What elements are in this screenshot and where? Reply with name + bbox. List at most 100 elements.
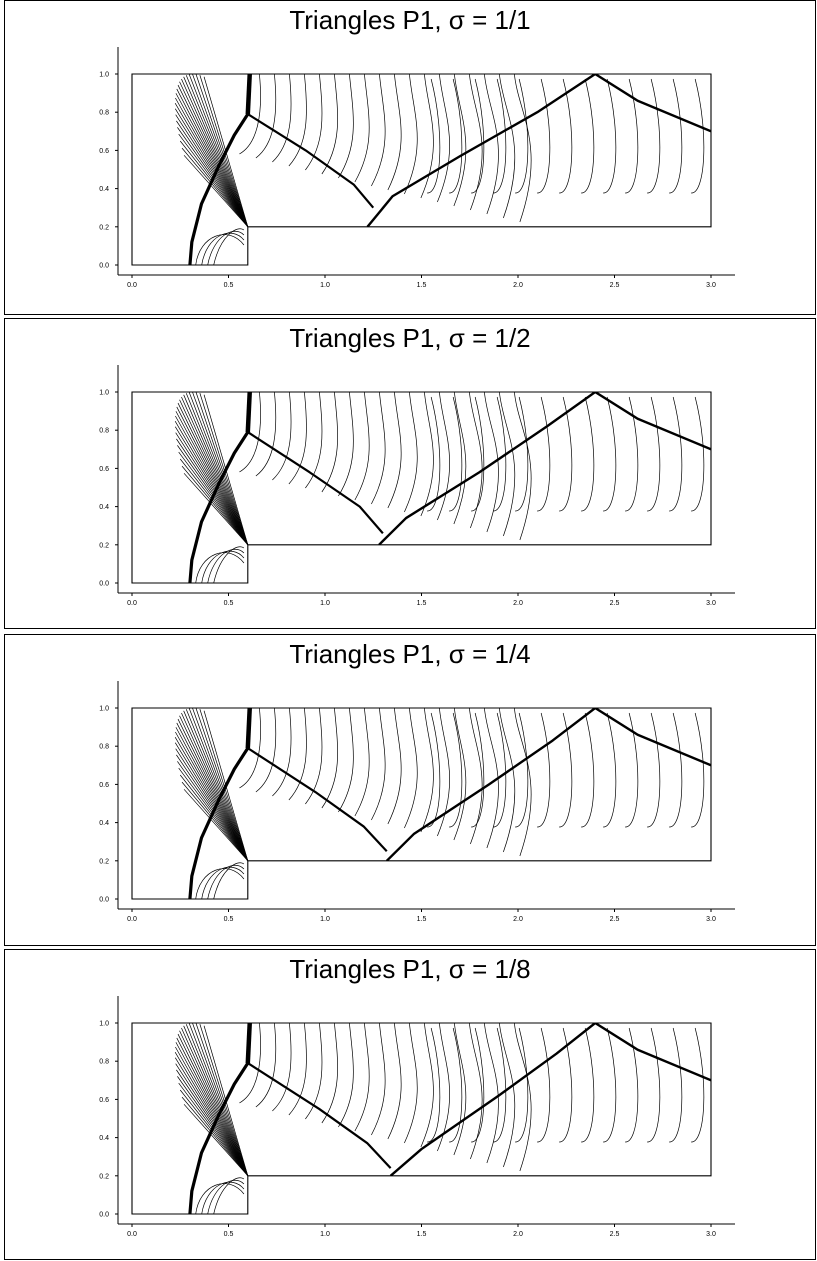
fan-line: [177, 402, 249, 545]
fan-line: [181, 712, 249, 861]
fan-line: [181, 396, 249, 545]
fan-line: [175, 411, 249, 545]
fan-line: [183, 710, 249, 861]
fan-line: [195, 708, 249, 861]
mach-stem: [245, 1023, 252, 1064]
x-tick-label: 2.5: [610, 916, 620, 923]
y-tick-label: 0.8: [99, 744, 109, 751]
bow-shock: [188, 1062, 250, 1214]
fan-line: [183, 1104, 249, 1177]
fan-line: [181, 147, 249, 228]
fan-line: [179, 140, 249, 228]
fan-line: [183, 789, 249, 862]
contour-line: [201, 866, 245, 899]
domain-outline: [131, 707, 712, 900]
domain-outline: [131, 391, 712, 584]
x-tick-label: 1.5: [417, 1231, 427, 1238]
contour-line: [305, 708, 323, 805]
contour-line: [484, 708, 499, 849]
contour-line: [515, 712, 529, 828]
x-tick-label: 3.0: [706, 1231, 716, 1238]
contour-line: [255, 74, 277, 159]
contour-line: [449, 712, 463, 828]
contour-line: [453, 1023, 467, 1156]
contour-line: [691, 712, 705, 828]
chart-title-4: Triangles P1, σ = 1/8: [289, 954, 531, 984]
fan-line: [175, 93, 249, 227]
contour-line: [427, 78, 441, 194]
contour-line: [581, 396, 595, 512]
contour-line: [387, 74, 402, 191]
contour-line: [288, 74, 307, 167]
contour-line: [471, 396, 485, 512]
fan-line: [188, 1023, 249, 1176]
fan-line: [174, 426, 249, 545]
contour-line: [514, 392, 532, 541]
second-reflected-shock: [385, 708, 711, 862]
contour-line: [288, 708, 307, 801]
contour-line: [371, 74, 386, 187]
contour-line: [484, 392, 499, 533]
contour-line: [207, 230, 245, 265]
contour-line: [338, 392, 354, 497]
mach-stem: [245, 708, 252, 749]
fan-line: [179, 458, 249, 546]
contour-line: [515, 396, 529, 512]
contour-line: [691, 1027, 705, 1143]
x-tick-label: 1.5: [417, 916, 427, 923]
fan-line: [176, 88, 249, 227]
x-tick-label: 2.0: [513, 916, 523, 923]
x-tick-label: 2.5: [610, 1231, 620, 1238]
fan-line: [179, 399, 249, 545]
fan-line: [176, 120, 249, 227]
fan-line: [176, 754, 249, 861]
fan-line: [175, 748, 249, 861]
y-tick-label: 1.0: [99, 390, 109, 397]
contour-line: [404, 392, 418, 513]
contour-line: [493, 712, 507, 828]
contour-line: [255, 1023, 277, 1108]
y-tick-label: 0.4: [99, 504, 109, 511]
x-tick-label: 1.0: [320, 282, 330, 289]
contour-line: [647, 1027, 661, 1143]
x-tick-label: 0.0: [127, 600, 137, 607]
fan-line: [195, 392, 249, 545]
contour-line: [647, 78, 661, 194]
contour-line: [420, 74, 434, 199]
y-tick-label: 0.4: [99, 820, 109, 827]
contour-line: [469, 708, 483, 845]
contour-line: [713, 397, 726, 511]
domain-outline: [131, 73, 712, 266]
contour-line: [239, 392, 261, 473]
contour-line: [493, 396, 507, 512]
fan-line: [181, 781, 249, 862]
chart-panel-1: 0.0 0.2 0.4 0.6 0.8 1.0 0.0 0.5 1.0 1.5 2.0 2.5 3.0 …: [4, 0, 816, 315]
x-tick-label: 2.5: [610, 600, 620, 607]
contour-line: [647, 712, 661, 828]
x-tick-label: 3.0: [706, 916, 716, 923]
contour-lines: [174, 392, 726, 583]
contour-line: [581, 78, 595, 194]
fan-line: [175, 1063, 249, 1176]
contour-line: [404, 74, 418, 195]
contour-line: [207, 548, 245, 583]
contour-line: [404, 1023, 418, 1144]
y-tick-label: 0.2: [99, 542, 109, 549]
y-tick-label: 0.6: [99, 1097, 109, 1104]
contour-line: [213, 228, 245, 265]
second-reflected-shock: [378, 392, 711, 546]
contour-line: [305, 1023, 323, 1120]
contour-line: [559, 78, 573, 194]
contour-line: [255, 708, 277, 793]
contour-line: [207, 1179, 245, 1214]
fan-line: [174, 420, 249, 545]
contour-line: [514, 74, 532, 223]
contour-line: [437, 74, 450, 203]
contour-line: [427, 1027, 441, 1143]
contour-line: [471, 78, 485, 194]
fan-line: [175, 727, 249, 861]
fan-line: [175, 432, 249, 545]
contour-line: [195, 1183, 245, 1214]
reflected-shock: [247, 431, 384, 535]
fan-line: [185, 1024, 249, 1176]
